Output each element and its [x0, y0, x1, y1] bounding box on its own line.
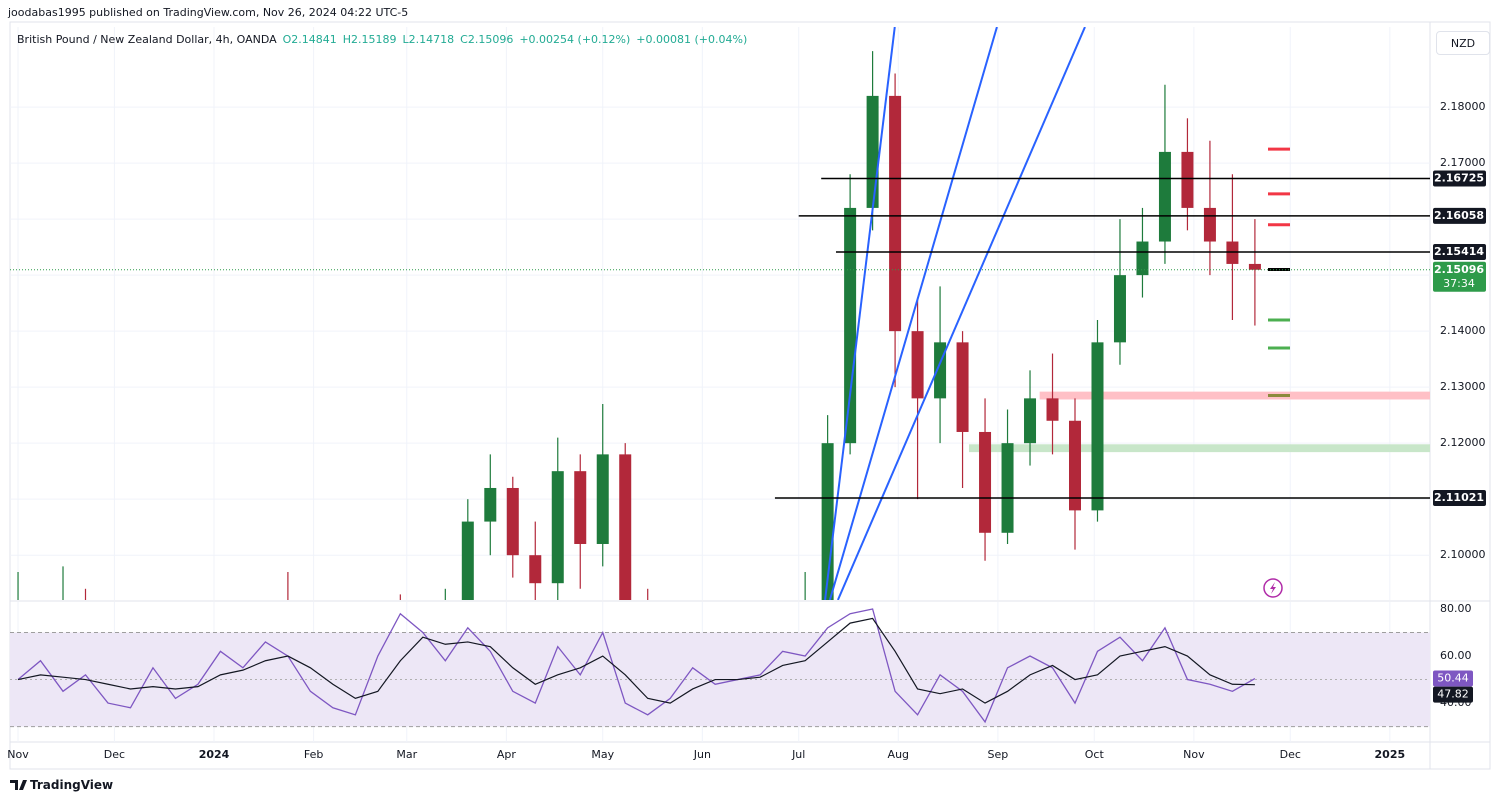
- x-tick-label: Jul: [791, 748, 805, 761]
- x-tick-label: Aug: [888, 748, 909, 761]
- candle-body: [1226, 241, 1239, 264]
- rsi-value-box: [1433, 686, 1473, 703]
- rsi-tick-label: 80.00: [1440, 602, 1472, 615]
- x-tick-label: Dec: [1280, 748, 1301, 761]
- rsi-tick-label: 60.00: [1440, 649, 1472, 662]
- x-tick-label: Nov: [1183, 748, 1205, 761]
- zone: [968, 444, 1430, 453]
- trendline: [828, 27, 998, 600]
- ohlc-change-2: +0.00081 (+0.04%): [636, 33, 748, 46]
- candle-body: [529, 555, 542, 584]
- ohlc-change: +0.00254 (+0.12%): [519, 33, 631, 46]
- y-tick-label: 2.14000: [1440, 324, 1486, 337]
- x-tick-label: 2024: [199, 748, 230, 761]
- price-pane: [10, 27, 1430, 634]
- ohlc-low: L2.14718: [402, 33, 455, 46]
- y-tick-label: 2.17000: [1440, 156, 1486, 169]
- candle-body: [1001, 443, 1014, 533]
- trendline: [824, 27, 896, 600]
- candle-body: [1091, 342, 1104, 511]
- y-tick-label: 2.12000: [1440, 436, 1486, 449]
- candle-body: [1158, 151, 1171, 242]
- candle-body: [1069, 420, 1081, 511]
- level-label: 2.15414: [1434, 245, 1484, 258]
- candle-body: [979, 431, 992, 533]
- candle-body: [619, 454, 632, 600]
- candle-body: [596, 454, 609, 544]
- symbol-name: British Pound / New Zealand Dollar, 4h, …: [17, 33, 277, 46]
- x-tick-label: Apr: [497, 748, 517, 761]
- rsi-value-label: 50.44: [1437, 672, 1469, 685]
- x-tick-label: Jun: [693, 748, 711, 761]
- candle-body: [484, 487, 497, 522]
- candle-body: [1024, 398, 1037, 444]
- x-tick-label: Mar: [396, 748, 417, 761]
- ohlc-close: C2.15096: [460, 33, 514, 46]
- rsi-pane: [10, 602, 1430, 742]
- candle-body: [574, 471, 587, 544]
- frame: [9, 21, 1491, 770]
- level-label: 2.16725: [1434, 172, 1484, 185]
- rsi-line: [17, 608, 1256, 724]
- candle-body: [1046, 398, 1059, 421]
- candle-body: [1136, 241, 1149, 276]
- level-label-box: [1433, 490, 1486, 507]
- ohlc-open: O2.14841: [282, 33, 337, 46]
- lightning-icon: [1263, 578, 1283, 598]
- y-tick-label: 2.10000: [1440, 548, 1486, 561]
- candle-body: [799, 600, 811, 634]
- x-tick-label: Dec: [104, 748, 125, 761]
- candle-body: [956, 342, 969, 432]
- tv-logo: [10, 780, 27, 790]
- candle-body: [439, 600, 451, 622]
- x-tick-label: Sep: [988, 748, 1009, 761]
- x-tick-label: Feb: [304, 748, 323, 761]
- candle-body: [506, 487, 519, 556]
- x-tick-label: Oct: [1085, 748, 1105, 761]
- axes: Nov Dec 2024 Feb Mar Apr May Jun Jul Aug Sep Oct Nov…: [7, 100, 1486, 761]
- candle-body: [1181, 151, 1194, 208]
- current-price-label: 2.15096: [1434, 263, 1484, 276]
- zone: [1039, 391, 1430, 400]
- ohlc-high: H2.15189: [342, 33, 397, 46]
- level-label-box: [1433, 243, 1486, 260]
- rsi-line: [17, 617, 1255, 704]
- level-label: 2.11021: [1434, 491, 1484, 504]
- publisher-line: joodabas1995 published on TradingView.co…: [8, 6, 409, 19]
- level-label-box: [1433, 207, 1486, 224]
- candle-body: [1248, 263, 1261, 270]
- level-label: 2.16058: [1434, 209, 1484, 222]
- rsi-value-label: 47.82: [1437, 688, 1469, 701]
- x-tick-label: May: [591, 748, 614, 761]
- candle-body: [1113, 275, 1126, 343]
- currency-button[interactable]: NZD: [1436, 31, 1490, 55]
- countdown-label: 37:34: [1443, 277, 1475, 290]
- candle-body: [866, 95, 879, 208]
- candle-body: [889, 95, 902, 332]
- trendline: [836, 27, 1086, 600]
- footer-brand: TradingView: [30, 778, 114, 792]
- x-tick-label: 2025: [1375, 748, 1406, 761]
- candle-body: [461, 521, 474, 600]
- symbol-legend: British Pound / New Zealand Dollar, 4h, …: [17, 33, 747, 46]
- candle-body: [844, 207, 857, 444]
- level-label-box: [1433, 170, 1486, 187]
- rsi-value-box: [1433, 670, 1473, 687]
- x-tick-label: Nov: [7, 748, 29, 761]
- candle-body: [1203, 207, 1216, 242]
- y-tick-label: 2.18000: [1440, 100, 1486, 113]
- candle-body: [551, 471, 564, 584]
- candle-body: [911, 331, 924, 399]
- y-tick-label: 2.13000: [1440, 380, 1486, 393]
- current-price-box: [1433, 261, 1486, 292]
